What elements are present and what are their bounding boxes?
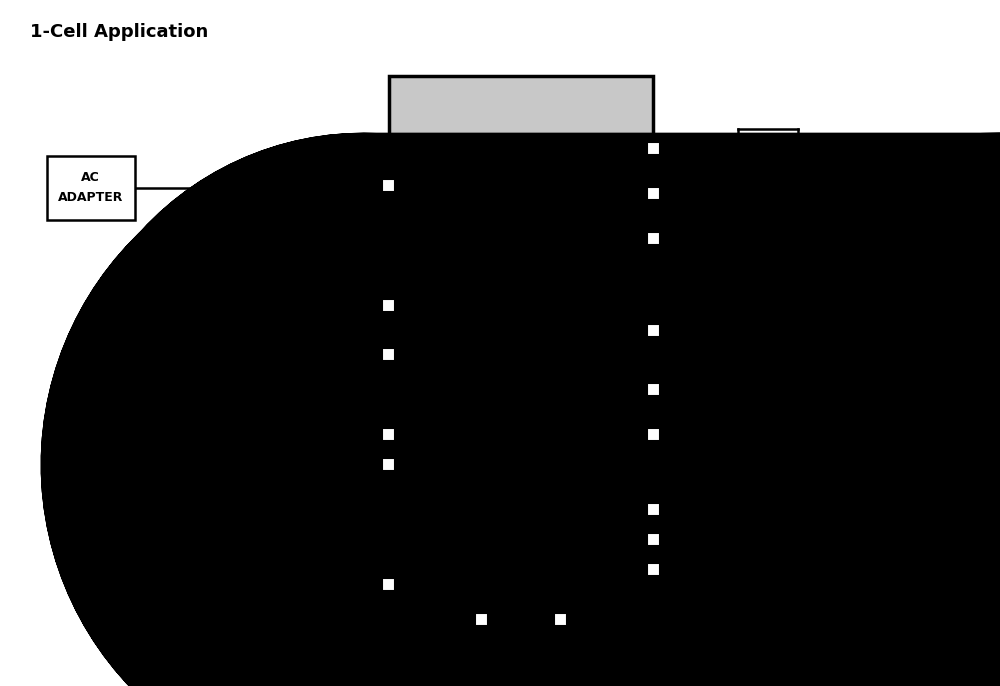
- Bar: [647, 324, 660, 337]
- Circle shape: [739, 386, 747, 394]
- Circle shape: [223, 301, 231, 309]
- Bar: [382, 348, 395, 362]
- Circle shape: [684, 145, 692, 152]
- Bar: [382, 578, 395, 591]
- Bar: [647, 142, 660, 155]
- Bar: [647, 503, 660, 516]
- Text: 4.7μF: 4.7μF: [341, 222, 351, 250]
- Bar: [382, 179, 395, 192]
- Text: 22Ω: 22Ω: [241, 237, 251, 257]
- Text: 1μF: 1μF: [750, 176, 768, 185]
- Circle shape: [779, 506, 787, 514]
- Text: 0.1μF: 0.1μF: [700, 211, 727, 220]
- Bar: [647, 187, 660, 200]
- Circle shape: [684, 189, 692, 198]
- Polygon shape: [681, 164, 695, 178]
- Bar: [647, 232, 660, 245]
- Text: VIN: VIN: [400, 180, 422, 191]
- Text: VBAT: VBAT: [610, 385, 642, 395]
- Bar: [475, 613, 488, 626]
- Bar: [647, 533, 660, 546]
- Bar: [838, 295, 972, 549]
- Circle shape: [305, 184, 313, 192]
- Text: +: +: [904, 322, 917, 338]
- Text: AC: AC: [81, 172, 100, 185]
- Text: AGND: AGND: [466, 630, 476, 664]
- Text: 10nF: 10nF: [219, 341, 229, 365]
- Text: STAT2: STAT2: [400, 460, 438, 470]
- Text: STAT1: STAT1: [400, 429, 438, 440]
- Circle shape: [779, 536, 787, 543]
- Bar: [647, 383, 660, 397]
- Circle shape: [794, 235, 802, 242]
- Circle shape: [794, 386, 802, 394]
- Text: ISNS: ISNS: [613, 325, 642, 335]
- Text: 4.5V TO 14V: 4.5V TO 14V: [232, 165, 297, 175]
- Bar: [389, 75, 653, 619]
- Text: TIME: TIME: [612, 565, 642, 574]
- Text: $\overline{\rm EN}$: $\overline{\rm EN}$: [400, 577, 417, 591]
- Bar: [382, 428, 395, 441]
- Circle shape: [223, 184, 231, 192]
- Text: 10μH: 10μH: [722, 258, 748, 268]
- Circle shape: [305, 184, 313, 192]
- Text: CISN: CISN: [400, 300, 429, 310]
- Circle shape: [684, 235, 692, 242]
- Text: ISET2: ISET2: [607, 534, 642, 545]
- Bar: [382, 298, 395, 311]
- Text: 1-CELL
LI+
BATTERY: 1-CELL LI+ BATTERY: [913, 348, 962, 381]
- Text: ISET1: ISET1: [607, 504, 642, 514]
- Text: VHI: VHI: [620, 189, 642, 198]
- Circle shape: [794, 326, 802, 334]
- Text: 1-Cell Application: 1-Cell Application: [30, 23, 208, 41]
- Text: ISL9220: ISL9220: [480, 322, 561, 340]
- Text: ADAPTER: ADAPTER: [58, 191, 123, 204]
- Bar: [382, 458, 395, 471]
- Text: 50mΩ: 50mΩ: [253, 206, 284, 216]
- Text: CISP: CISP: [400, 350, 428, 360]
- Text: SW: SW: [622, 233, 642, 244]
- Text: VBIAS: VBIAS: [605, 143, 642, 154]
- Text: PGND: PGND: [546, 630, 556, 663]
- Bar: [647, 428, 660, 441]
- Text: 40mΩ: 40mΩ: [830, 270, 840, 298]
- Bar: [647, 563, 660, 576]
- Circle shape: [779, 565, 787, 573]
- Bar: [47, 156, 135, 220]
- Text: 10μF: 10μF: [755, 417, 779, 427]
- Bar: [554, 613, 567, 626]
- Circle shape: [764, 431, 772, 439]
- Text: VBIAS: VBIAS: [721, 455, 754, 464]
- Text: RTH: RTH: [617, 429, 642, 440]
